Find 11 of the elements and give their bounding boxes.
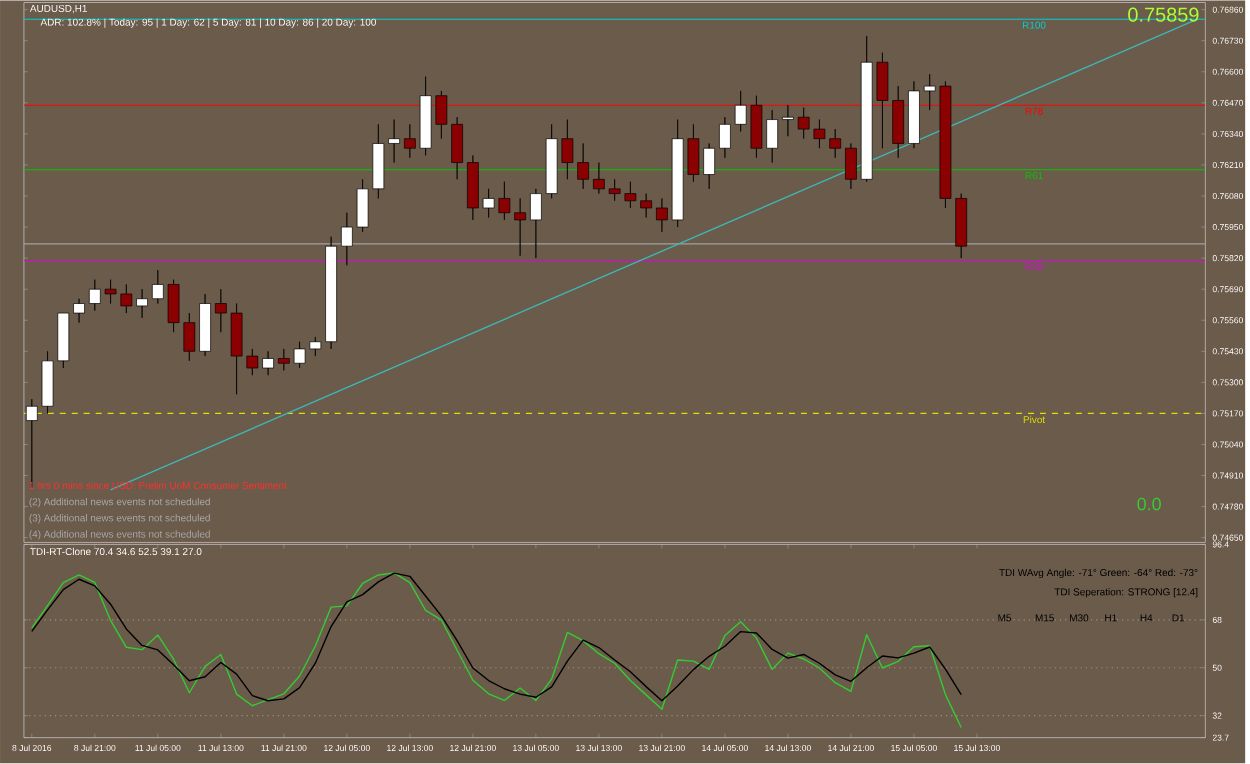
candlestick <box>73 298 85 324</box>
candlestick <box>782 105 794 137</box>
candlestick <box>262 351 274 376</box>
candlestick <box>136 289 148 319</box>
candlestick <box>908 81 920 149</box>
candlestick <box>199 293 211 357</box>
annotation: 0.0 <box>1137 497 1161 511</box>
line-series <box>31 572 962 729</box>
annotation: 0.75859 <box>1128 7 1199 22</box>
candlestick <box>845 143 857 190</box>
line-series <box>31 572 962 702</box>
